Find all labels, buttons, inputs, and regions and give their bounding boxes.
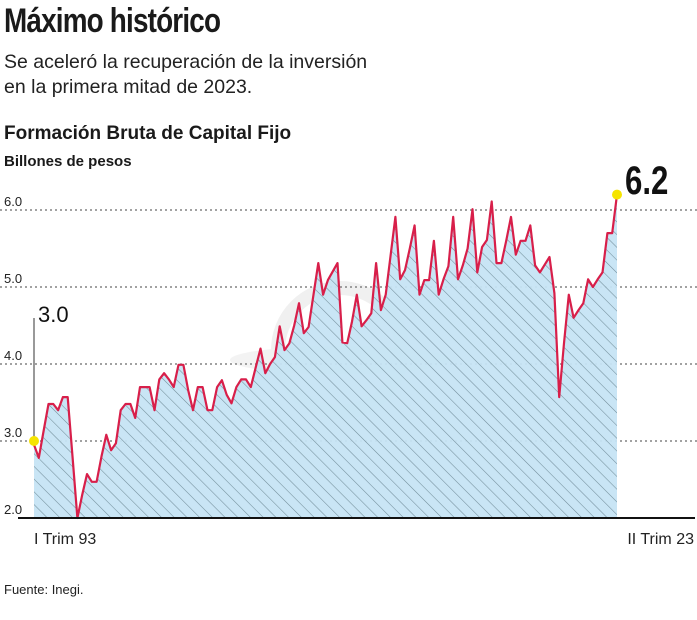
x-start-label: I Trim 93 xyxy=(34,531,96,548)
subtitle-line-2: en la primera mitad de 2023. xyxy=(4,76,253,98)
source-note: Fuente: Inegi. xyxy=(4,582,84,597)
page-title: Máximo histórico xyxy=(4,2,221,40)
y-tick-label: 3.0 xyxy=(4,425,22,440)
chart-unit-label: Billones de pesos xyxy=(4,153,132,170)
subtitle-line-1: Se aceleró la recuperación de la inversi… xyxy=(4,51,368,73)
end-point-marker xyxy=(612,189,622,200)
area-fill xyxy=(34,194,617,518)
end-annotation: 6.2 xyxy=(625,158,668,203)
start-point-marker xyxy=(29,436,39,446)
y-tick-label: 5.0 xyxy=(4,271,22,286)
y-tick-label: 6.0 xyxy=(4,194,22,209)
chart: 2.0 3.0 4.0 5.0 6.0 3.0 6.2 I Trim 93 II Tri… xyxy=(0,158,697,548)
y-tick-label: 4.0 xyxy=(4,348,22,363)
x-end-label: II Trim 23 xyxy=(627,531,694,548)
series-line xyxy=(32,194,619,520)
start-annotation: 3.0 xyxy=(38,302,69,327)
chart-title: Formación Bruta de Capital Fijo xyxy=(4,123,292,144)
y-tick-label: 2.0 xyxy=(4,502,22,517)
